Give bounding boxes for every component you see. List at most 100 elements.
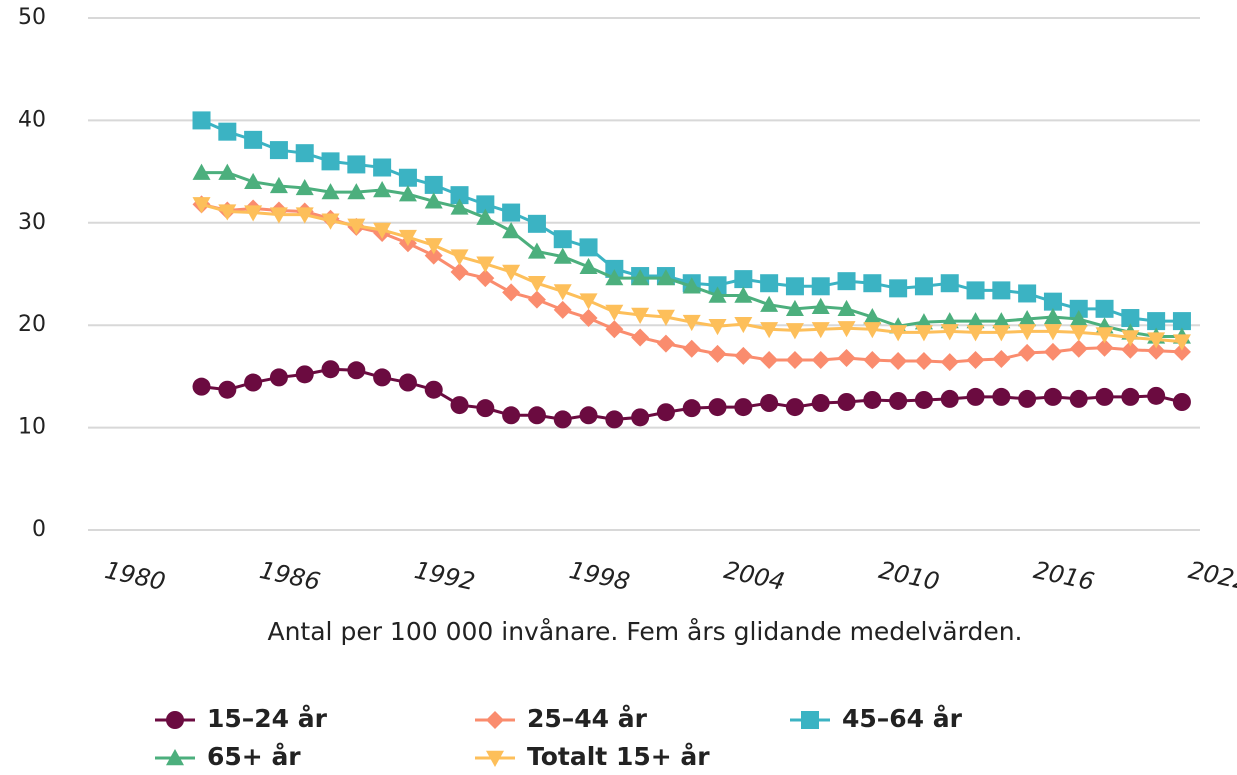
- marker: [269, 176, 288, 194]
- y-tick-label: 30: [18, 210, 46, 235]
- marker: [527, 242, 546, 259]
- marker: [656, 309, 675, 327]
- marker: [166, 749, 184, 766]
- marker: [502, 221, 521, 239]
- marker: [321, 152, 340, 171]
- y-tick-label: 40: [18, 107, 46, 132]
- series: [192, 111, 1191, 331]
- y-tick-label: 10: [18, 415, 46, 440]
- marker: [631, 307, 650, 324]
- marker: [244, 205, 263, 222]
- marker: [1069, 299, 1088, 318]
- marker: [1069, 310, 1088, 327]
- marker: [605, 410, 624, 429]
- marker: [966, 325, 985, 342]
- marker: [811, 297, 830, 314]
- marker: [373, 368, 392, 387]
- marker: [1043, 342, 1062, 361]
- marker: [1147, 341, 1166, 360]
- x-tick-label: 2016: [1031, 556, 1097, 596]
- legend-label: 65+ år: [207, 742, 301, 771]
- marker: [837, 299, 856, 317]
- marker: [1043, 292, 1062, 311]
- marker: [1121, 387, 1140, 406]
- marker: [269, 207, 288, 224]
- marker: [527, 214, 546, 233]
- marker: [476, 195, 495, 214]
- legend-label: Totalt 15+ år: [527, 742, 710, 771]
- marker: [682, 399, 701, 418]
- marker: [450, 249, 469, 266]
- marker: [1172, 393, 1191, 411]
- x-tick-label: 2010: [876, 556, 942, 596]
- marker: [347, 361, 366, 380]
- marker: [476, 269, 495, 288]
- y-tick-label: 0: [32, 517, 46, 542]
- marker: [1095, 327, 1114, 344]
- marker: [579, 309, 598, 328]
- marker: [682, 314, 701, 332]
- marker: [940, 324, 959, 341]
- series: [192, 197, 1191, 351]
- marker: [450, 186, 469, 205]
- marker: [476, 399, 495, 418]
- marker: [708, 286, 727, 303]
- marker: [760, 322, 779, 339]
- marker: [450, 198, 469, 215]
- marker: [992, 387, 1011, 406]
- marker: [476, 208, 495, 225]
- marker: [424, 238, 443, 255]
- marker: [321, 183, 340, 200]
- marker: [192, 377, 211, 396]
- x-tick-label: 1986: [257, 556, 323, 596]
- marker: [631, 328, 650, 347]
- marker: [811, 277, 830, 296]
- marker: [269, 368, 288, 387]
- marker: [1018, 284, 1037, 303]
- marker: [811, 394, 830, 413]
- marker: [450, 262, 469, 281]
- marker: [656, 269, 675, 286]
- marker: [863, 308, 882, 325]
- marker: [837, 321, 856, 338]
- marker: [914, 325, 933, 342]
- marker: [244, 172, 263, 190]
- marker: [553, 410, 572, 429]
- marker: [966, 351, 985, 370]
- marker: [502, 283, 521, 302]
- marker: [734, 286, 753, 303]
- marker: [863, 322, 882, 339]
- marker: [863, 274, 882, 293]
- marker: [863, 351, 882, 370]
- marker: [1095, 299, 1114, 318]
- marker: [527, 406, 546, 425]
- marker: [708, 344, 727, 363]
- marker: [1018, 310, 1037, 327]
- marker: [1043, 308, 1062, 325]
- marker: [1172, 312, 1191, 331]
- marker: [682, 277, 701, 294]
- marker: [1147, 332, 1166, 349]
- marker: [966, 281, 985, 300]
- marker: [1018, 343, 1037, 362]
- marker: [992, 312, 1011, 329]
- marker: [837, 393, 856, 411]
- marker: [218, 380, 237, 399]
- marker: [553, 300, 572, 319]
- y-tick-label: 50: [18, 5, 46, 30]
- marker: [889, 352, 908, 371]
- marker: [218, 163, 237, 180]
- marker: [373, 158, 392, 177]
- marker: [708, 276, 727, 295]
- marker: [1069, 339, 1088, 358]
- x-tick-label: 1998: [567, 556, 633, 596]
- marker: [992, 281, 1011, 300]
- marker: [966, 312, 985, 329]
- marker: [502, 406, 521, 425]
- marker: [966, 387, 985, 406]
- marker: [1172, 342, 1191, 361]
- marker: [398, 168, 417, 187]
- marker: [708, 319, 727, 336]
- marker: [424, 246, 443, 265]
- marker: [734, 398, 753, 417]
